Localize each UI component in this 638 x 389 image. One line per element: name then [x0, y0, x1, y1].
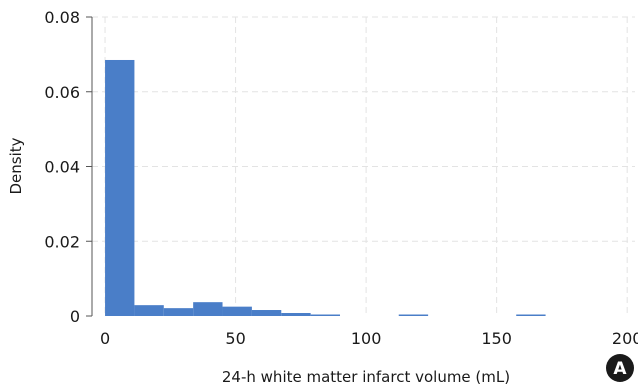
histogram-bar-0: [105, 59, 135, 316]
x-tick-label-0: 0: [100, 329, 110, 348]
y-tick-label-4: 0.08: [44, 8, 80, 27]
y-axis-ticks: 0 0.02 0.04 0.06 0.08: [44, 8, 92, 326]
histogram-bar-7: [310, 314, 341, 316]
histogram-bar-6: [281, 313, 311, 316]
y-tick-label-3: 0.06: [44, 83, 80, 102]
x-tick-label-2: 100: [351, 329, 382, 348]
x-axis-ticks: 0 50 100 150 200: [100, 329, 638, 348]
x-tick-label-4: 200: [612, 329, 638, 348]
y-axis-title: Density: [7, 137, 25, 194]
y-tick-label-1: 0.02: [44, 232, 80, 251]
histogram-bar-2: [163, 308, 194, 316]
panel-label-badge: [606, 354, 634, 382]
x-axis-title: 24-h white matter infarct volume (mL): [222, 368, 510, 386]
panel-label: A: [606, 354, 634, 382]
histogram-bars: [105, 59, 546, 316]
histogram-bar-1: [134, 305, 164, 316]
y-tick-label-0: 0: [70, 307, 80, 326]
histogram-bar-3: [193, 302, 223, 316]
histogram-bar-10: [398, 314, 429, 316]
histogram-bar-5: [251, 310, 282, 316]
x-tick-label-1: 50: [225, 329, 245, 348]
histogram-bar-4: [222, 306, 252, 316]
x-tick-label-3: 150: [481, 329, 512, 348]
y-tick-label-2: 0.04: [44, 158, 80, 177]
grid-lines: [92, 16, 635, 316]
panel-label-text: A: [613, 359, 627, 379]
histogram-bar-14: [516, 314, 546, 316]
